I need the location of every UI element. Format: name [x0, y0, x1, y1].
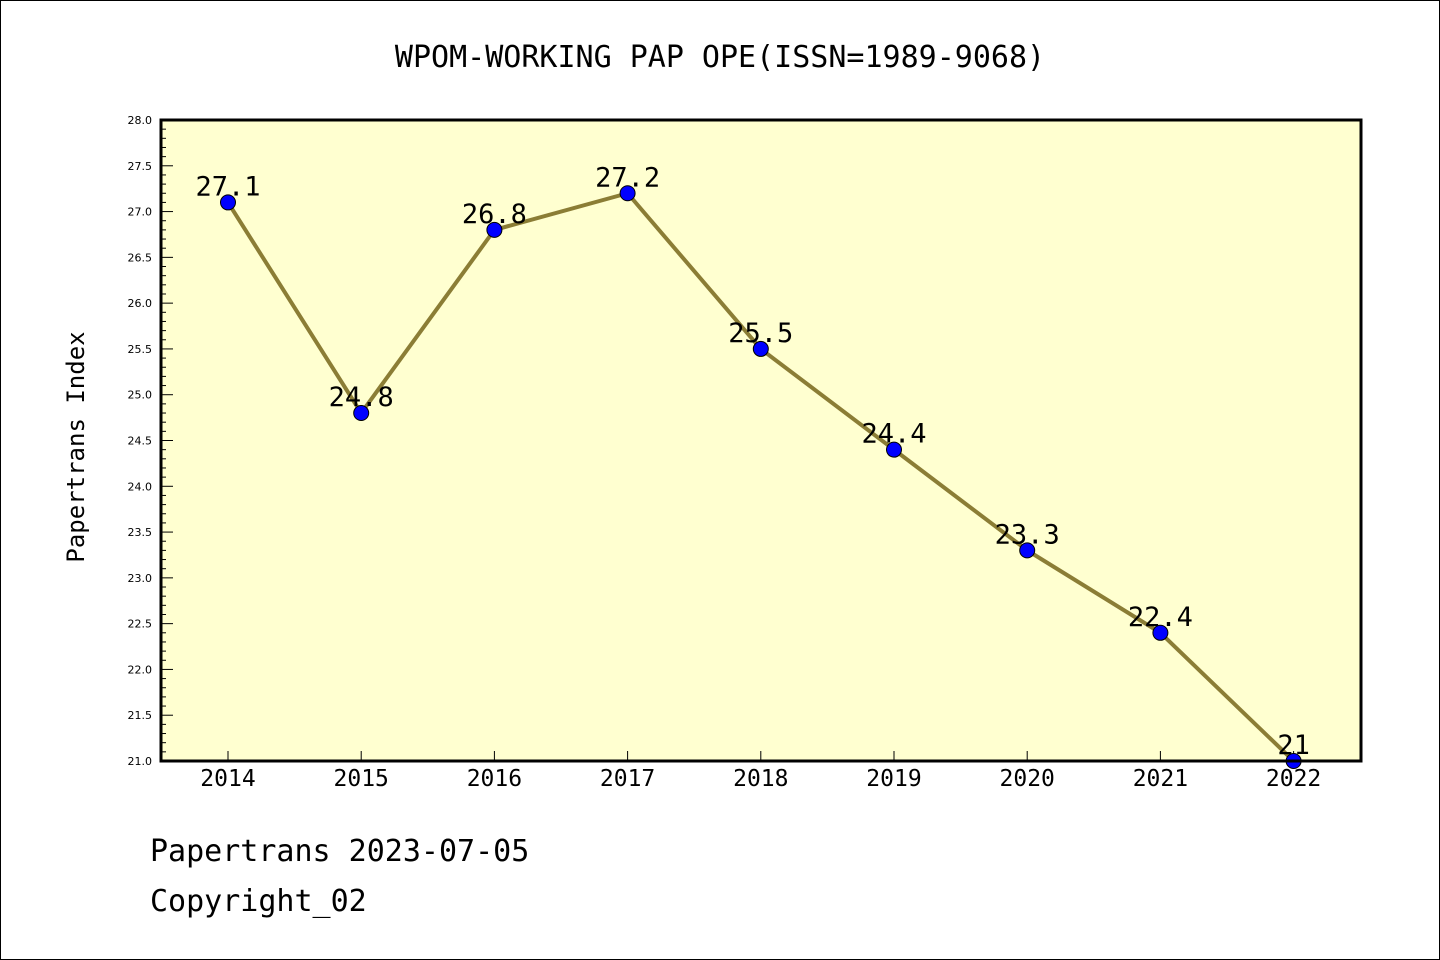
data-label: 24.4: [861, 419, 926, 450]
x-tick-label: 2021: [1133, 766, 1188, 792]
y-tick-label: 27.5: [128, 160, 153, 173]
data-point: [886, 441, 902, 458]
y-axis-label: Papertrans Index: [62, 331, 90, 562]
y-tick-label: 21.0: [128, 755, 153, 768]
x-tick-label: 2017: [600, 766, 655, 792]
footer-copyright: Copyright_02: [150, 884, 367, 919]
data-label: 22.4: [1128, 602, 1193, 633]
y-tick-label: 23.0: [128, 572, 153, 585]
y-tick-label: 25.0: [128, 389, 153, 402]
data-point: [220, 194, 236, 211]
y-tick-label: 28.0: [128, 114, 153, 127]
data-point: [1152, 624, 1169, 641]
data-point: [619, 185, 636, 202]
data-point: [486, 221, 503, 238]
y-tick-label: 27.0: [128, 206, 153, 219]
y-tick-label: 25.5: [128, 343, 153, 356]
x-tick-label: 2022: [1266, 766, 1321, 792]
data-label: 27.1: [195, 171, 260, 202]
data-point: [353, 405, 370, 422]
y-tick-label: 21.5: [128, 709, 153, 722]
data-label: 26.8: [462, 199, 527, 230]
data-point: [1019, 542, 1036, 559]
footer-date: Papertrans 2023-07-05: [150, 834, 530, 869]
y-axis-ticks: 21.0 21.5 22.0 22.5 23.0 23.5 24.0 24.5 25.0 25.5…: [128, 114, 173, 768]
x-tick-label: 2015: [334, 766, 389, 792]
y-tick-label: 26.5: [128, 251, 153, 264]
data-labels: 27.1 24.8 26.8 27.2 25.5 24.4 23.3 22.4 21: [195, 162, 1309, 761]
data-label: 27.2: [595, 162, 660, 193]
data-label: 23.3: [995, 519, 1060, 550]
y-tick-label: 22.5: [128, 618, 153, 631]
x-tick-label: 2018: [733, 766, 788, 792]
chart-title: WPOM-WORKING PAP OPE(ISSN=1989-9068): [395, 40, 1045, 75]
plot-border: [159, 118, 1363, 763]
x-axis-ticks: 2014 2015 2016 2017 2018 2019 2020 2021 2022: [200, 751, 1321, 792]
y-tick-label: 26.0: [128, 297, 153, 310]
data-label: 25.5: [728, 318, 793, 349]
y-tick-label: 24.0: [128, 480, 153, 493]
data-label: 21: [1277, 730, 1310, 761]
y-tick-label: 24.5: [128, 435, 153, 448]
x-tick-label: 2016: [467, 766, 522, 792]
x-tick-label: 2019: [866, 766, 921, 792]
data-label: 24.8: [329, 382, 394, 413]
y-tick-label: 23.5: [128, 526, 153, 539]
data-point: [752, 340, 769, 357]
y-tick-label: 22.0: [128, 663, 153, 676]
x-tick-label: 2020: [1000, 766, 1055, 792]
x-tick-label: 2014: [200, 766, 255, 792]
plot-area: [161, 120, 1361, 761]
